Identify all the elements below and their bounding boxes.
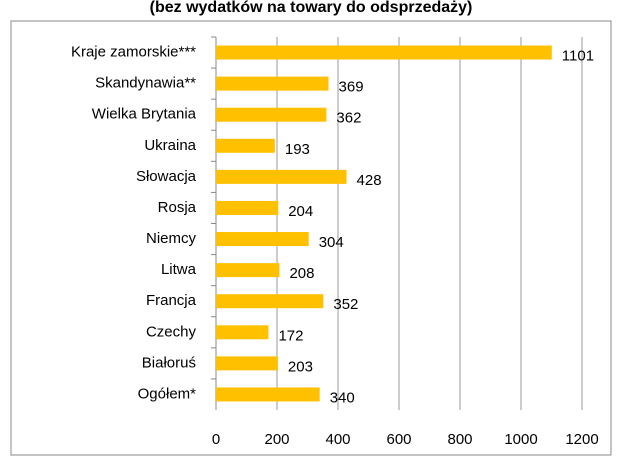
x-tick-label: 1000 xyxy=(504,431,537,448)
x-tick-label: 0 xyxy=(212,431,220,448)
y-tick-label: Ukraina xyxy=(144,137,196,154)
y-tick-label: Skandynawia** xyxy=(95,75,196,92)
data-label: 340 xyxy=(330,389,355,406)
data-label: 203 xyxy=(288,358,313,375)
y-tick-label: Rosja xyxy=(158,199,197,216)
bar xyxy=(216,169,347,184)
data-label: 428 xyxy=(357,172,382,189)
bar xyxy=(216,76,329,91)
y-tick-label: Francja xyxy=(146,292,197,309)
data-label: 304 xyxy=(319,234,344,251)
y-tick-label: Kraje zamorskie*** xyxy=(71,44,196,61)
bar xyxy=(216,387,320,402)
y-tick-label: Czechy xyxy=(146,323,197,340)
data-label: 362 xyxy=(336,110,361,127)
bar xyxy=(216,107,327,122)
bar xyxy=(216,325,269,340)
y-tick-label: Słowacja xyxy=(136,168,197,185)
data-label: 193 xyxy=(285,141,310,158)
bar xyxy=(216,294,324,309)
y-tick-label: Białoruś xyxy=(142,354,196,371)
x-tick-label: 200 xyxy=(264,431,289,448)
data-label: 369 xyxy=(339,79,364,96)
bar xyxy=(216,232,309,247)
x-tick-label: 400 xyxy=(325,431,350,448)
x-tick-label: 600 xyxy=(386,431,411,448)
data-label: 1101 xyxy=(562,48,594,65)
bar xyxy=(216,45,552,60)
bar xyxy=(216,138,275,153)
y-tick-label: Ogółem* xyxy=(138,385,197,402)
data-label: 352 xyxy=(333,296,358,313)
y-tick-label: Niemcy xyxy=(146,230,197,247)
x-tick-label: 800 xyxy=(447,431,472,448)
data-label: 204 xyxy=(288,203,313,220)
data-label: 208 xyxy=(289,265,314,282)
chart-frame xyxy=(10,20,612,456)
bar xyxy=(216,356,278,371)
x-tick-label: 1200 xyxy=(565,431,598,448)
bar xyxy=(216,263,280,278)
chart-title: (bez wydatków na towary do odsprzedaży) xyxy=(150,0,473,16)
data-label: 172 xyxy=(278,327,303,344)
y-tick-label: Litwa xyxy=(161,261,197,278)
y-tick-label: Wielka Brytania xyxy=(92,106,197,123)
bar xyxy=(216,200,279,215)
